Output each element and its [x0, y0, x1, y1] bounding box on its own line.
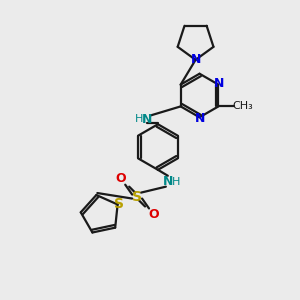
Text: N: N	[163, 175, 173, 188]
Text: N: N	[214, 77, 225, 90]
Text: CH₃: CH₃	[233, 101, 254, 111]
Text: N: N	[190, 53, 201, 66]
Text: N: N	[195, 112, 206, 125]
Text: H: H	[135, 114, 143, 124]
Text: O: O	[149, 208, 159, 221]
Text: H: H	[172, 177, 180, 187]
Text: S: S	[132, 190, 142, 204]
Text: S: S	[114, 196, 124, 211]
Text: N: N	[142, 113, 152, 126]
Text: O: O	[115, 172, 126, 185]
